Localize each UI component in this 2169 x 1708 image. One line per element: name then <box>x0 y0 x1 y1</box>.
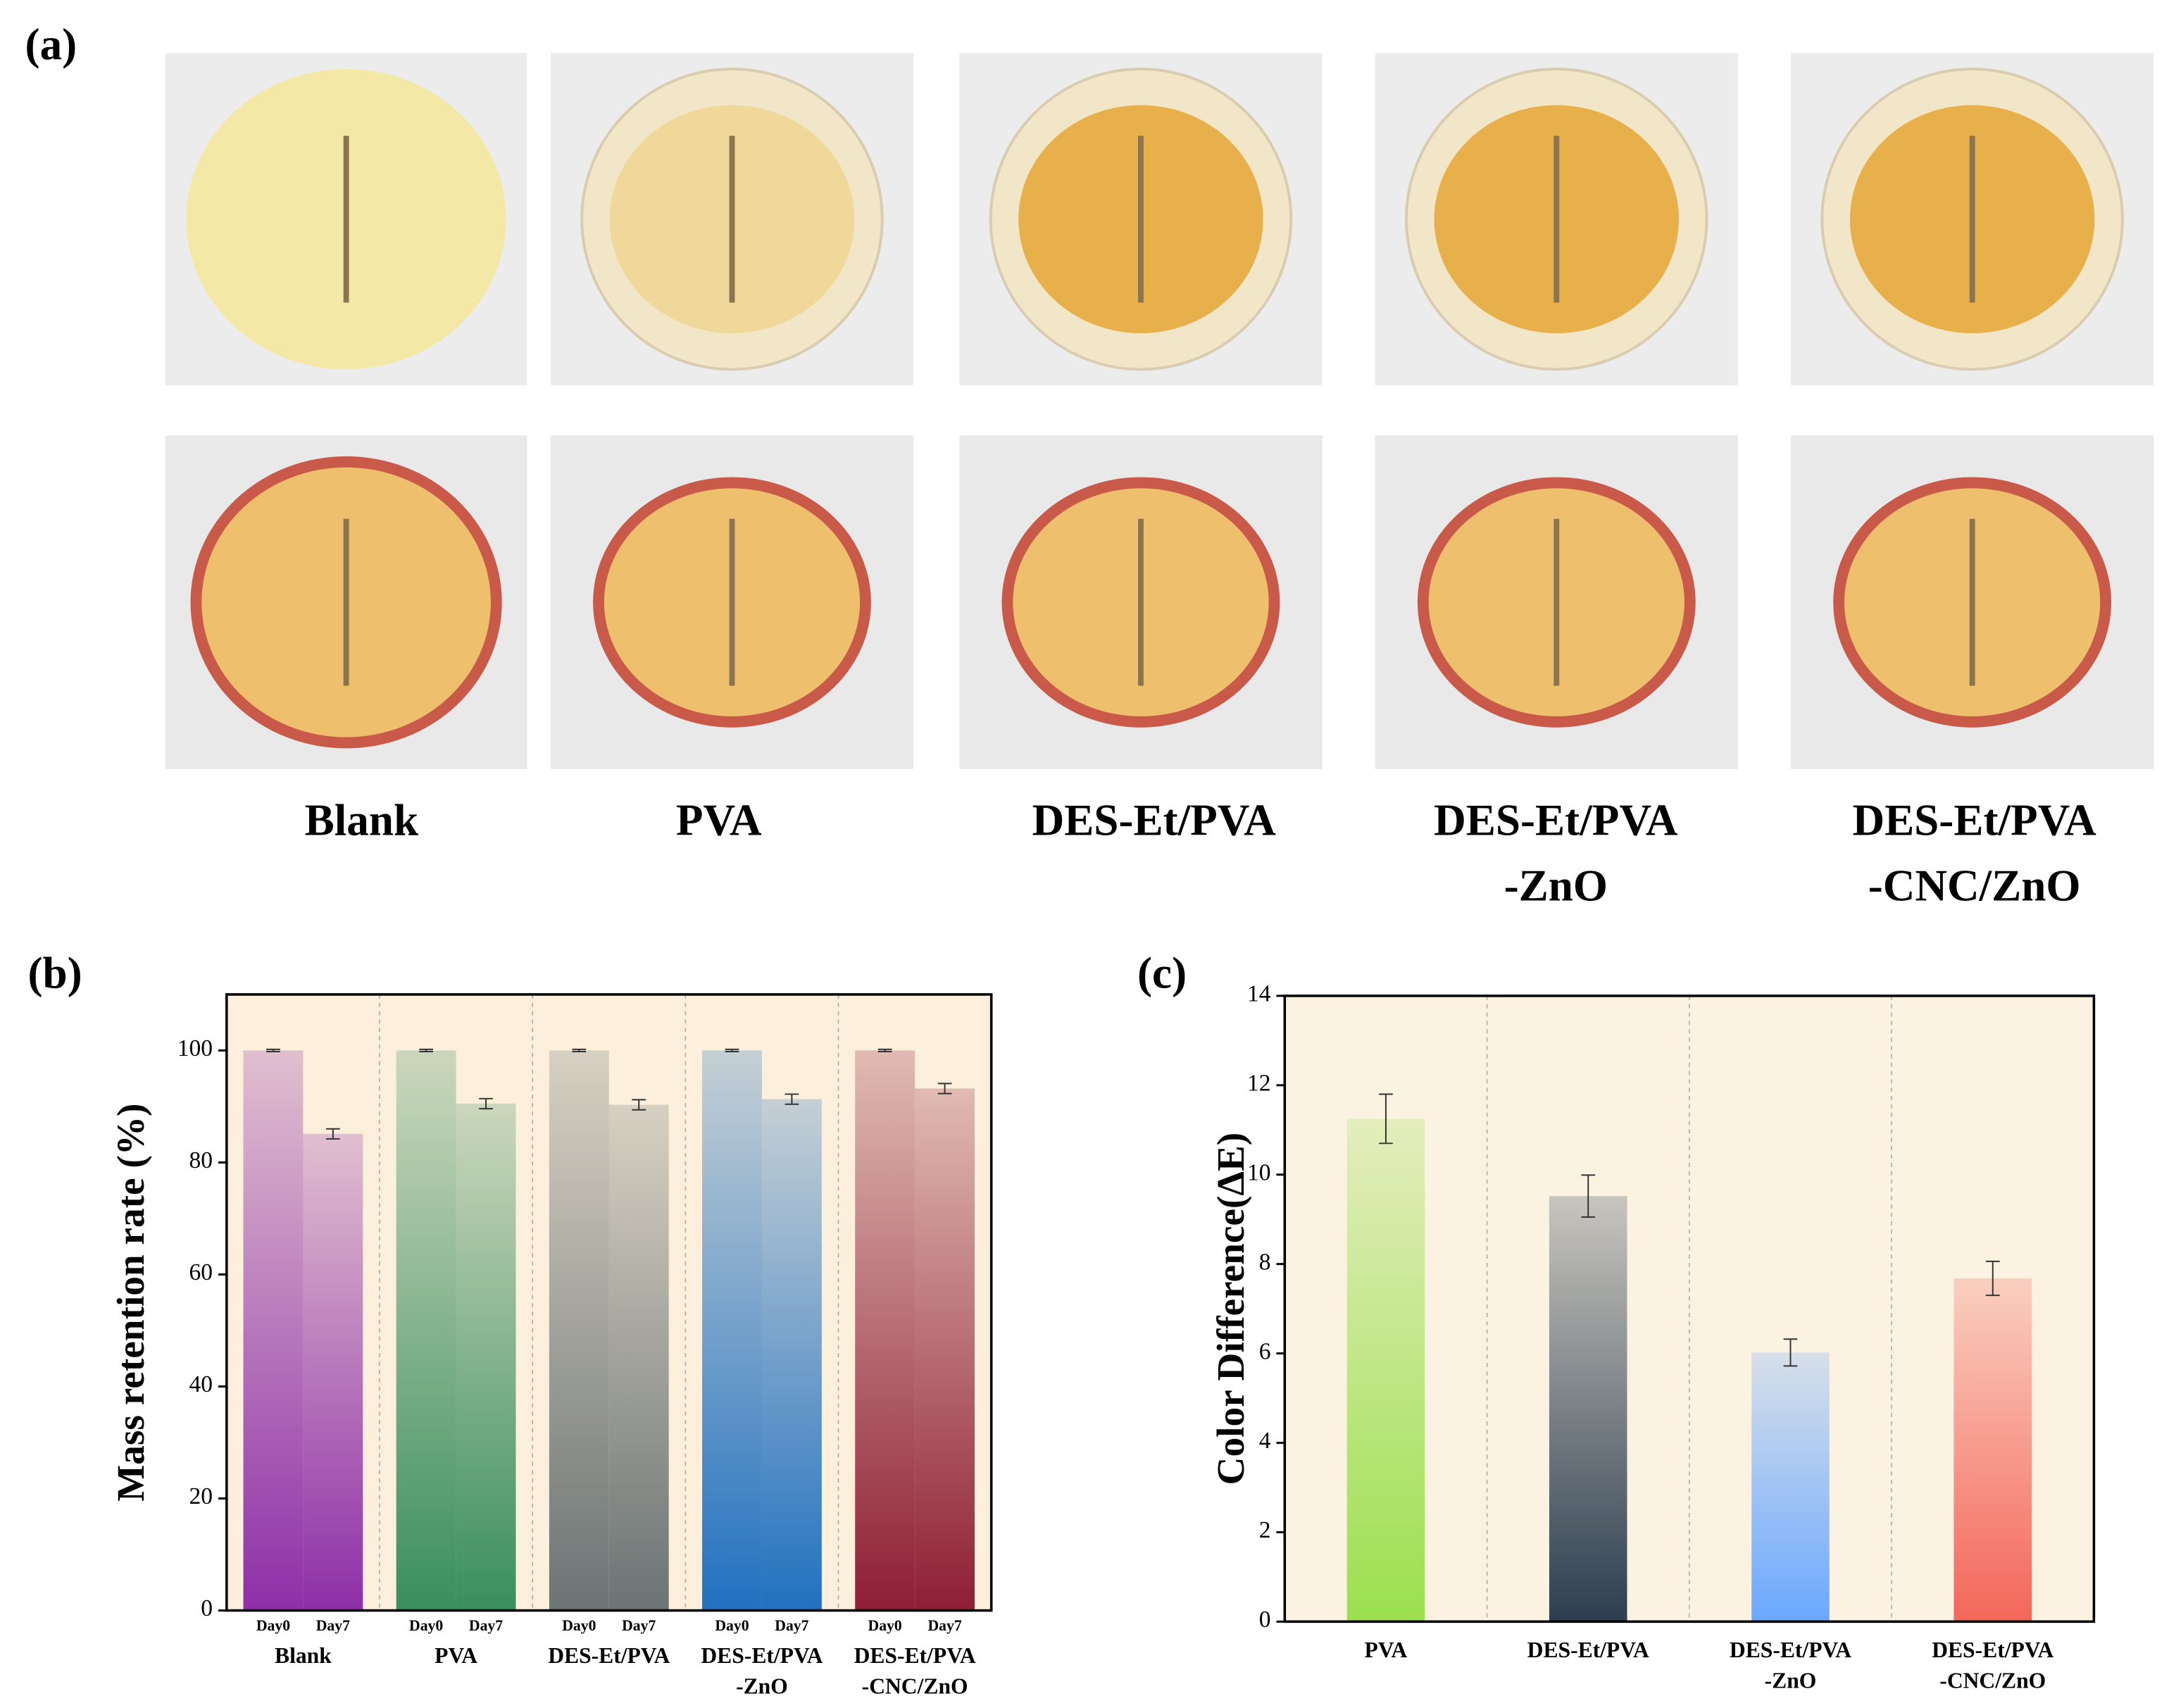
error-bar <box>1783 1338 1798 1367</box>
x-tick-label: PVA <box>435 1643 477 1668</box>
error-bar <box>1985 1260 2000 1297</box>
photo-caption: PVA <box>676 796 762 845</box>
series-label: Day7 <box>469 1617 503 1634</box>
x-tick-label: -CNC/ZnO <box>1939 1668 2046 1693</box>
error-bar <box>785 1093 799 1105</box>
bar <box>915 1088 975 1611</box>
y-tick-label: 4 <box>1259 1428 1271 1454</box>
series-label: Day0 <box>715 1617 749 1634</box>
error-bar <box>725 1048 739 1053</box>
bar <box>1954 1278 2032 1622</box>
series-label: Day7 <box>775 1617 808 1634</box>
y-tick-label: 10 <box>1247 1159 1271 1185</box>
plot-frame <box>1283 995 2096 1623</box>
bar <box>761 1099 822 1611</box>
plot-frame <box>225 993 993 1612</box>
error-bar <box>479 1097 493 1110</box>
y-tick-label: 60 <box>189 1259 213 1285</box>
y-axis-label: Mass retention rate (%) <box>109 1104 152 1502</box>
error-bar <box>1581 1174 1596 1218</box>
photo-caption: -ZnO <box>1504 861 1608 910</box>
bar <box>1549 1196 1627 1622</box>
y-tick-label: 14 <box>1247 981 1271 1007</box>
error-bar <box>632 1099 646 1111</box>
bar <box>396 1050 456 1611</box>
y-tick-label: 40 <box>189 1371 213 1397</box>
error-bar <box>572 1048 587 1053</box>
bar <box>243 1050 304 1611</box>
series-label: Day0 <box>256 1617 290 1634</box>
bar <box>456 1103 516 1611</box>
error-bar <box>419 1048 434 1053</box>
y-tick-label: 20 <box>189 1483 213 1509</box>
x-tick-label: DES-Et/PVA <box>1527 1638 1649 1662</box>
y-tick-label: 12 <box>1247 1071 1271 1097</box>
x-tick-label: -CNC/ZnO <box>862 1673 968 1698</box>
series-label: Day0 <box>868 1617 902 1634</box>
series-label: Day7 <box>316 1617 350 1634</box>
x-tick-label: DES-Et/PVA <box>1932 1638 2054 1662</box>
bar <box>1346 1118 1425 1622</box>
panel-label: (a) <box>25 20 77 69</box>
x-tick-label: DES-Et/PVA <box>854 1643 976 1668</box>
error-bar <box>937 1083 952 1095</box>
x-tick-label: DES-Et/PVA <box>701 1643 823 1668</box>
bar <box>303 1133 363 1611</box>
x-tick-label: DES-Et/PVA <box>548 1643 670 1668</box>
y-tick-label: 8 <box>1259 1249 1271 1275</box>
photo-caption: DES-Et/PVA <box>1852 796 2096 845</box>
photo-caption: DES-Et/PVA <box>1032 796 1277 845</box>
series-label: Day0 <box>562 1617 596 1634</box>
bar <box>702 1050 762 1611</box>
x-tick-label: -ZnO <box>1765 1668 1817 1693</box>
y-axis-label: Color Difference(ΔE) <box>1209 1133 1252 1485</box>
photo-caption: -CNC/ZnO <box>1868 861 2081 910</box>
photo-caption: Blank <box>305 796 419 845</box>
x-tick-label: -ZnO <box>736 1673 788 1698</box>
error-bar <box>266 1048 280 1053</box>
error-bar <box>1379 1093 1393 1145</box>
x-tick-label: DES-Et/PVA <box>1730 1638 1851 1662</box>
series-label: Day0 <box>409 1617 443 1634</box>
y-tick-label: 0 <box>201 1595 213 1621</box>
photo-caption: DES-Et/PVA <box>1434 796 1678 845</box>
error-bar <box>877 1048 892 1053</box>
y-tick-label: 80 <box>189 1147 213 1173</box>
panel-label: (c) <box>1137 949 1187 998</box>
x-tick-label: Blank <box>275 1643 332 1668</box>
y-tick-label: 6 <box>1259 1338 1271 1364</box>
x-tick-label: PVA <box>1365 1638 1408 1662</box>
error-bar <box>325 1128 340 1140</box>
panel-label: (b) <box>27 949 82 998</box>
bar <box>608 1104 669 1611</box>
bar <box>855 1050 915 1611</box>
bar <box>1751 1352 1830 1622</box>
y-tick-label: 2 <box>1259 1517 1271 1543</box>
series-label: Day7 <box>927 1617 961 1634</box>
y-tick-label: 0 <box>1259 1607 1271 1633</box>
bar <box>549 1050 609 1611</box>
y-tick-label: 100 <box>177 1035 213 1061</box>
series-label: Day7 <box>622 1617 656 1634</box>
